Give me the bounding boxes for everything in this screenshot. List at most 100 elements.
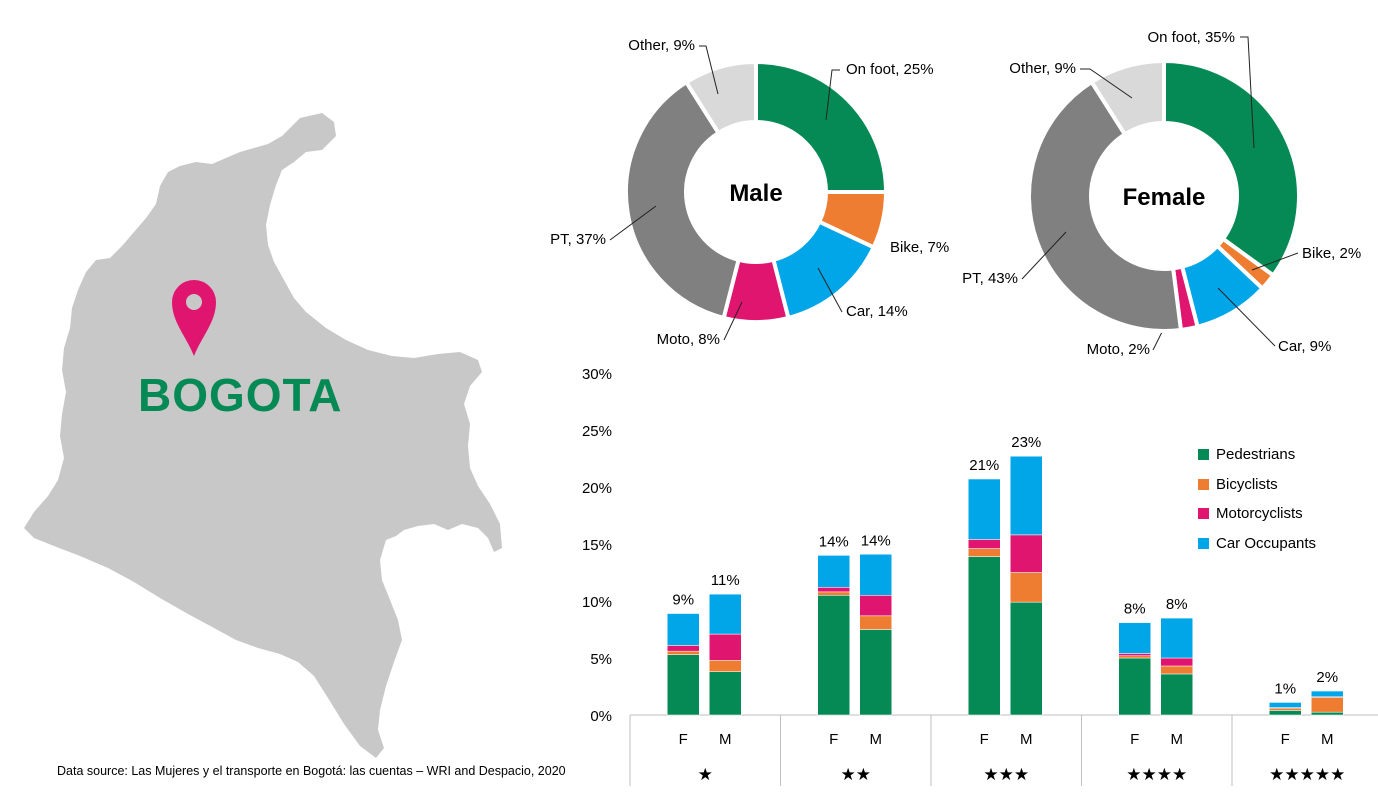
x-subcategory-label: F xyxy=(1281,731,1290,748)
bar-segment-pedestrians xyxy=(667,654,700,716)
slice-leader-line xyxy=(1240,36,1255,149)
slice-leader-line xyxy=(1251,252,1299,271)
legend-swatch xyxy=(1198,508,1209,520)
slice-label: Moto, 8% xyxy=(657,331,720,348)
slice-label: Car, 14% xyxy=(846,303,908,320)
slice-label: Bike, 7% xyxy=(890,239,949,256)
bar-segment-pedestrians xyxy=(709,671,742,716)
slice-leader-line xyxy=(817,267,843,313)
slice-leader-line xyxy=(825,69,840,121)
bar-segment-pedestrians xyxy=(1160,673,1193,716)
bar-total-label: 14% xyxy=(861,532,891,549)
bar-legend: Pedestrians Bicyclists Motorcyclists Car Oc… xyxy=(1198,440,1316,558)
bar-segment-car-occupants xyxy=(1010,455,1043,536)
legend-item-bicyclists: Bicyclists xyxy=(1198,470,1316,500)
legend-item-motorcyclists: Motorcyclists xyxy=(1198,499,1316,529)
city-label: BOGOTA xyxy=(138,369,343,421)
bar-segment-car-occupants xyxy=(1311,690,1344,698)
legend-swatch xyxy=(1198,478,1209,490)
bar-total-label: 11% xyxy=(711,572,740,589)
donut-center-label: Male xyxy=(729,180,782,207)
slice-pt xyxy=(1027,79,1184,333)
bar-segment-car-occupants xyxy=(968,478,1001,540)
bar-segment-pedestrians xyxy=(1269,710,1302,716)
slice-label: PT, 43% xyxy=(962,270,1018,287)
bar-segment-motorcyclists xyxy=(968,539,1001,549)
slice-leader-line xyxy=(1217,287,1276,347)
legend-label: Pedestrians xyxy=(1216,446,1296,464)
bar-segment-pedestrians xyxy=(968,556,1001,716)
donut-chart-male: On foot, 25% Bike, 7% Car, 14% Moto, 8% PT, … xyxy=(550,37,949,348)
bar-segment-bicyclists xyxy=(968,548,1001,557)
slice-on-foot xyxy=(1162,58,1301,279)
bar-segment-car-occupants xyxy=(1160,617,1193,659)
bar-segment-car-occupants xyxy=(1118,622,1151,654)
bar-total-label: 8% xyxy=(1166,596,1188,613)
y-tick-label: 5% xyxy=(590,651,612,668)
x-subcategory-label: M xyxy=(1171,731,1184,748)
bar-total-label: 8% xyxy=(1124,601,1146,618)
bar-segment-pedestrians xyxy=(1118,657,1151,716)
donut-chart-female: On foot, 35% Bike, 2% Car, 9% Moto, 2% PT, 4… xyxy=(962,29,1361,358)
slice-label: Car, 9% xyxy=(1278,338,1331,355)
bar-segment-motorcyclists xyxy=(1010,534,1043,573)
bar-segment-bicyclists xyxy=(859,615,892,630)
slice-label: On foot, 35% xyxy=(1147,29,1235,46)
bar-segment-car-occupants xyxy=(1269,702,1302,708)
bar-total-label: 1% xyxy=(1274,680,1296,697)
bar-total-label: 14% xyxy=(819,533,849,550)
bar-segment-motorcyclists xyxy=(1118,653,1151,656)
slice-other xyxy=(683,59,758,136)
bar-total-label: 9% xyxy=(672,592,694,609)
slice-label: Moto, 2% xyxy=(1087,341,1150,358)
data-source-note: Data source: Las Mujeres y el transporte… xyxy=(57,764,566,778)
y-tick-label: 25% xyxy=(582,423,612,440)
x-subcategory-label: M xyxy=(870,731,883,748)
bar-segment-pedestrians xyxy=(859,629,892,716)
slice-label: Other, 9% xyxy=(628,37,695,54)
legend-swatch xyxy=(1198,449,1209,461)
x-subcategory-label: F xyxy=(1130,731,1139,748)
bar-total-label: 2% xyxy=(1316,669,1338,686)
x-subcategory-label: F xyxy=(829,731,838,748)
x-group-label: ★★★ xyxy=(983,765,1029,785)
x-subcategory-label: F xyxy=(980,731,989,748)
slice-leader-line xyxy=(609,205,657,241)
y-tick-label: 30% xyxy=(582,366,612,383)
x-subcategory-label: M xyxy=(1321,731,1334,748)
slice-pt xyxy=(624,79,742,321)
colombia-map xyxy=(24,113,502,758)
x-subcategory-label: M xyxy=(719,731,732,748)
bar-segment-bicyclists xyxy=(1311,697,1344,713)
y-tick-label: 10% xyxy=(582,594,612,611)
y-tick-label: 20% xyxy=(582,480,612,497)
donut-center-label: Female xyxy=(1123,184,1206,211)
slice-label: Bike, 2% xyxy=(1302,245,1361,262)
legend-label: Bicyclists xyxy=(1216,475,1278,493)
bar-segment-car-occupants xyxy=(859,554,892,596)
x-subcategory-label: M xyxy=(1020,731,1033,748)
bar-segment-bicyclists xyxy=(1160,665,1193,675)
bar-segment-bicyclists xyxy=(709,660,742,672)
x-group-label: ★ xyxy=(698,765,713,785)
bar-segment-bicyclists xyxy=(667,650,700,655)
x-group-label: ★★★★ xyxy=(1126,765,1187,785)
legend-item-pedestrians: Pedestrians xyxy=(1198,440,1316,470)
slice-leader-line xyxy=(723,301,743,341)
slice-on-foot xyxy=(754,59,889,194)
bar-segment-bicyclists xyxy=(817,591,850,596)
slice-label: PT, 37% xyxy=(550,231,606,248)
bar-segment-bicyclists xyxy=(1269,707,1302,711)
legend-item-car-occupants: Car Occupants xyxy=(1198,529,1316,559)
bar-segment-pedestrians xyxy=(817,595,850,716)
location-pin-icon xyxy=(172,280,216,356)
bar-segment-motorcyclists xyxy=(667,645,700,652)
colombia-silhouette-icon xyxy=(24,113,502,758)
slice-other xyxy=(1088,58,1166,138)
donut-charts: On foot, 25% Bike, 7% Car, 14% Moto, 8% PT, … xyxy=(550,29,1361,358)
y-tick-label: 15% xyxy=(582,537,612,554)
y-tick-label: 0% xyxy=(590,708,612,725)
bar-segment-car-occupants xyxy=(817,555,850,588)
legend-label: Car Occupants xyxy=(1216,534,1317,552)
